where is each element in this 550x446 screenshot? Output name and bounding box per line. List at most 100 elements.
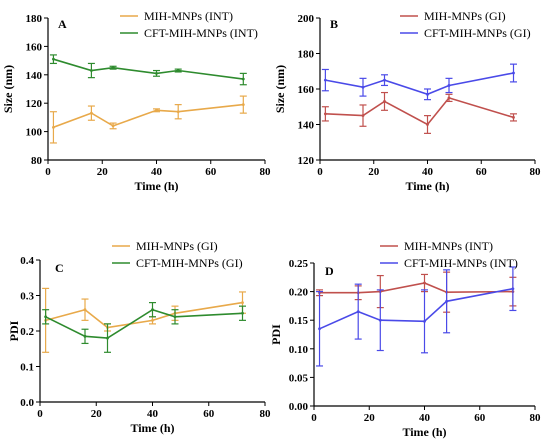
x-tick-label: 40 <box>151 166 163 178</box>
legend-label: CFT-MIH-MNPs (INT) <box>404 256 518 270</box>
series-line <box>53 58 244 80</box>
x-tick-label: 0 <box>37 408 43 420</box>
x-tick-label: 60 <box>205 166 217 178</box>
y-tick-label: 0.05 <box>289 372 309 384</box>
data-point <box>83 334 87 338</box>
x-tick-label: 80 <box>530 166 542 178</box>
legend-label: CFT-MIH-MNPs (GI) <box>424 26 531 40</box>
x-tick-label: 20 <box>364 412 376 424</box>
data-point <box>511 287 515 291</box>
panel-c: 0 20 40 60 80 0.0 0.1 0.2 0.3 0.4 Time (h) PDI C MIH-… <box>7 239 271 435</box>
legend-label: MIH-MNPs (GI) <box>136 239 218 253</box>
series-1 <box>49 95 247 144</box>
data-point <box>52 125 55 129</box>
panel-d: 0 20 40 60 80 0.00 0.05 0.10 0.15 0.20 0.25 Time (h… <box>269 239 541 439</box>
legend-label: MIH-MNPs (INT) <box>404 239 493 253</box>
y-tick-label: 0.0 <box>20 397 34 409</box>
x-tick-label: 60 <box>476 166 488 178</box>
x-axis-label: Time (h) <box>130 421 174 435</box>
data-point <box>512 71 515 75</box>
data-point <box>90 111 93 115</box>
y-tick-label: 0.10 <box>289 344 309 356</box>
panel-letter: B <box>330 17 338 31</box>
legend-label: MIH-MNPs (INT) <box>144 9 233 23</box>
data-point <box>445 299 448 303</box>
data-point <box>111 66 115 70</box>
y-tick-label: 0.4 <box>20 255 34 267</box>
series-line <box>45 308 243 339</box>
data-point <box>151 318 154 322</box>
series-2 <box>321 63 517 101</box>
data-point <box>241 311 244 315</box>
data-point <box>111 124 115 128</box>
y-axis-label: PDI <box>269 324 283 345</box>
x-tick-label: 0 <box>45 166 51 178</box>
y-tick-label: 0.00 <box>289 401 309 413</box>
data-point <box>423 281 426 285</box>
legend-label: CFT-MIH-MNPs (INT) <box>144 26 258 40</box>
data-point <box>83 308 87 312</box>
x-tick-label: 80 <box>530 412 542 424</box>
y-tick-label: 180 <box>298 49 315 61</box>
y-tick-label: 0.15 <box>289 315 309 327</box>
data-point <box>176 110 180 114</box>
y-axis-label: Size (nm) <box>273 65 287 113</box>
data-point <box>52 57 55 61</box>
legend-label: CFT-MIH-MNPs (GI) <box>136 256 243 270</box>
data-point <box>176 69 180 72</box>
data-point <box>155 108 158 112</box>
data-point <box>426 123 429 126</box>
series-line <box>325 72 514 96</box>
y-tick-label: 0.1 <box>20 362 34 374</box>
x-tick-label: 40 <box>419 412 431 424</box>
series-2 <box>316 266 517 367</box>
data-point <box>423 319 426 323</box>
data-point <box>90 69 93 72</box>
x-tick-label: 20 <box>97 166 109 178</box>
y-tick-label: 0.25 <box>289 258 309 270</box>
y-tick-label: 0.3 <box>20 291 34 303</box>
panel-letter: C <box>55 261 64 275</box>
y-tick-label: 120 <box>26 98 43 110</box>
series-line <box>325 96 514 126</box>
panel-b: 0 20 40 60 80 120 140 160 180 200 Time (h) Size (nm… <box>273 9 541 193</box>
x-axis-label: Time (h) <box>134 179 178 193</box>
series-line <box>319 282 513 294</box>
y-tick-label: 120 <box>298 155 315 167</box>
data-point <box>447 96 451 100</box>
data-point <box>173 315 177 319</box>
x-tick-label: 60 <box>203 408 215 420</box>
x-axis-label: Time (h) <box>402 425 446 439</box>
series-1 <box>42 287 246 353</box>
y-tick-label: 200 <box>298 13 315 25</box>
data-point <box>155 71 158 75</box>
y-tick-label: 100 <box>26 127 43 139</box>
y-tick-label: 180 <box>26 13 43 25</box>
x-tick-label: 40 <box>422 166 434 178</box>
x-tick-label: 80 <box>260 166 272 178</box>
y-tick-label: 0.20 <box>289 287 309 299</box>
series-2 <box>49 54 247 86</box>
data-point <box>106 336 109 340</box>
data-point <box>151 308 154 312</box>
panel-a: 0 20 40 60 80 80 100 120 140 160 180 Time (h) Size (… <box>1 9 271 193</box>
y-tick-label: 140 <box>298 120 315 132</box>
series-2 <box>42 302 246 353</box>
series-line <box>319 287 514 330</box>
panel-letter: A <box>58 17 67 31</box>
data-point <box>361 114 365 118</box>
x-axis-label: Time (h) <box>405 179 449 193</box>
data-point <box>241 77 245 81</box>
data-point <box>426 92 429 96</box>
series-1 <box>321 91 517 134</box>
y-tick-label: 140 <box>26 70 43 82</box>
series-1 <box>316 271 517 313</box>
data-point <box>241 301 244 304</box>
y-tick-label: 160 <box>298 84 315 96</box>
data-point <box>378 318 382 322</box>
panel-letter: D <box>325 264 334 278</box>
series-line <box>53 103 244 129</box>
data-point <box>512 116 515 119</box>
data-point <box>383 78 386 82</box>
